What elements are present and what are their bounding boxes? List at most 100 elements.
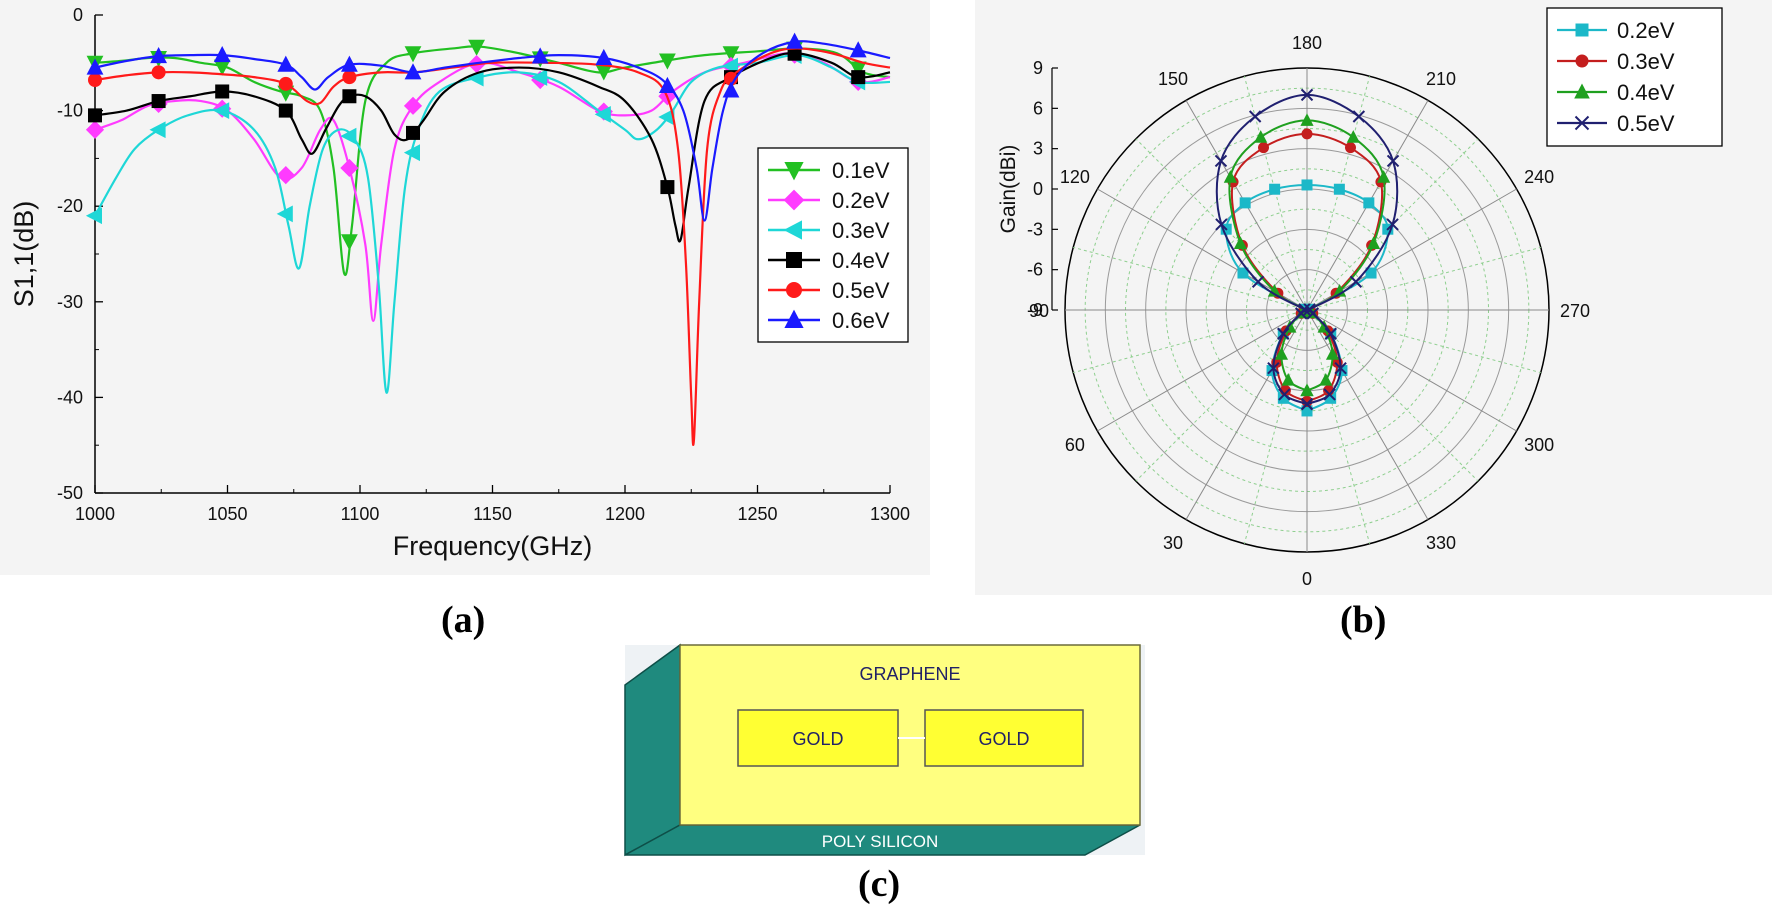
polar-marker	[1258, 142, 1270, 154]
gold-pad-right	[924, 709, 1084, 767]
data-marker	[88, 73, 102, 88]
angle-label: 30	[1163, 533, 1183, 553]
polar-marker	[1300, 113, 1314, 126]
data-marker	[467, 69, 484, 87]
legend-marker	[783, 189, 805, 211]
data-marker	[278, 76, 293, 91]
polar-legend-label: 0.5eV	[1617, 111, 1675, 136]
grid-spoke-minor	[1243, 309, 1308, 544]
angle-label: 330	[1426, 533, 1456, 553]
polar-marker	[1324, 327, 1337, 340]
angle-label: 120	[1060, 167, 1090, 187]
legend-label: 0.3eV	[832, 218, 890, 243]
grid-spoke-minor	[1306, 309, 1541, 374]
polar-legend-label: 0.2eV	[1617, 18, 1675, 43]
gain-polar-panel: 0 30 60 90 120 150 180 210 240 270 300 330 9 6 3 0 -3 -6-…	[975, 0, 1772, 595]
grid-spoke-minor	[1135, 309, 1308, 482]
grid-spoke-minor	[1306, 246, 1541, 311]
r-tick-label: 0	[1033, 179, 1043, 199]
y-tick-label: -20	[57, 196, 83, 216]
x-tick-label: 1250	[737, 504, 777, 524]
series-line	[94, 54, 891, 394]
data-marker	[849, 61, 867, 78]
data-marker	[468, 39, 485, 56]
polar-marker	[1301, 179, 1313, 191]
polar-marker	[1386, 218, 1399, 231]
data-marker	[213, 46, 231, 63]
data-marker	[277, 55, 295, 72]
graphene-label: GRAPHENE	[859, 664, 960, 684]
data-marker	[213, 102, 230, 119]
data-marker	[151, 94, 166, 109]
gold-pad-left	[737, 709, 899, 767]
legend-marker	[784, 162, 804, 181]
legend-label: 0.1eV	[832, 158, 890, 183]
polar-marker	[1233, 236, 1248, 249]
x-tick-label: 1200	[605, 504, 645, 524]
x-tick-label: 1100	[341, 504, 380, 524]
legend-label: 0.5eV	[832, 278, 890, 303]
s11-chart: 1000 1050 1100 1150 1200 1250 1300 0 -10 -20 -30 -4…	[9, 5, 910, 561]
legend-label: 0.6eV	[832, 308, 890, 333]
r-tick-label: 6	[1033, 98, 1043, 118]
y-tick-label: -40	[57, 387, 83, 407]
data-marker	[278, 103, 293, 118]
grid-spoke-minor	[1306, 309, 1371, 544]
legend-label: 0.2eV	[832, 188, 890, 213]
polar-marker	[1237, 267, 1249, 279]
angle-label: 270	[1560, 301, 1590, 321]
angle-label: 150	[1158, 69, 1188, 89]
polar-legend-marker	[1575, 54, 1589, 68]
data-marker	[849, 41, 867, 58]
x-tick-label: 1150	[473, 504, 512, 524]
polar-marker	[1248, 110, 1262, 123]
polar-marker	[1352, 110, 1366, 123]
data-marker	[88, 108, 102, 123]
polar-legend-marker	[1575, 23, 1589, 37]
data-marker	[722, 81, 740, 98]
data-marker	[404, 63, 422, 80]
polar-legend-marker	[1574, 115, 1590, 131]
polar-marker	[1325, 392, 1337, 404]
polar-marker	[1277, 327, 1290, 340]
x-tick-label: 1050	[207, 504, 247, 524]
data-marker	[658, 108, 675, 126]
polar-legend: 0.2eV 0.3eV 0.4eV 0.5eV	[1546, 7, 1723, 147]
y-tick-label: -30	[57, 292, 83, 312]
grid-spoke	[1185, 309, 1308, 520]
data-marker	[594, 106, 611, 123]
legend: 0.1eV 0.2eV 0.3eV 0.4eV 0.5eV 0.6eV	[757, 147, 909, 343]
polar-marker	[1377, 170, 1391, 183]
data-marker	[277, 85, 295, 102]
s11-chart-panel: 1000 1050 1100 1150 1200 1250 1300 0 -10 -20 -30 -4…	[0, 0, 930, 575]
polar-marker	[1223, 170, 1237, 183]
r-tick-label: 3	[1033, 139, 1043, 159]
polar-marker	[1363, 197, 1375, 209]
polar-marker	[1251, 275, 1265, 288]
data-marker	[787, 46, 802, 61]
data-marker	[340, 158, 359, 178]
polar-marker	[1349, 275, 1363, 288]
polar-marker	[1306, 307, 1320, 320]
angle-label: 240	[1524, 167, 1554, 187]
r-tick-label: -6	[1027, 260, 1043, 280]
antenna-structure-diagram: GRAPHENE GOLD GOLD POLY SILICON	[620, 640, 1150, 860]
gain-polar-chart: 03060901201501802102402703003309630-3-6-…	[997, 7, 1723, 589]
legend-marker	[784, 309, 804, 328]
data-marker	[786, 32, 803, 49]
legend-box	[757, 147, 909, 343]
polar-marker	[1278, 388, 1291, 401]
angle-label: 300	[1524, 435, 1554, 455]
polar-marker	[1344, 142, 1356, 154]
polar-marker	[1346, 130, 1360, 143]
data-marker	[151, 65, 166, 80]
grid-spoke	[1097, 309, 1308, 432]
series-line	[94, 40, 891, 222]
data-marker	[595, 64, 613, 81]
data-marker	[150, 47, 167, 64]
data-marker	[213, 59, 231, 76]
gold-left-label: GOLD	[792, 729, 843, 749]
data-marker	[722, 46, 740, 63]
data-marker	[341, 55, 358, 72]
caption-c: (c)	[858, 863, 901, 905]
